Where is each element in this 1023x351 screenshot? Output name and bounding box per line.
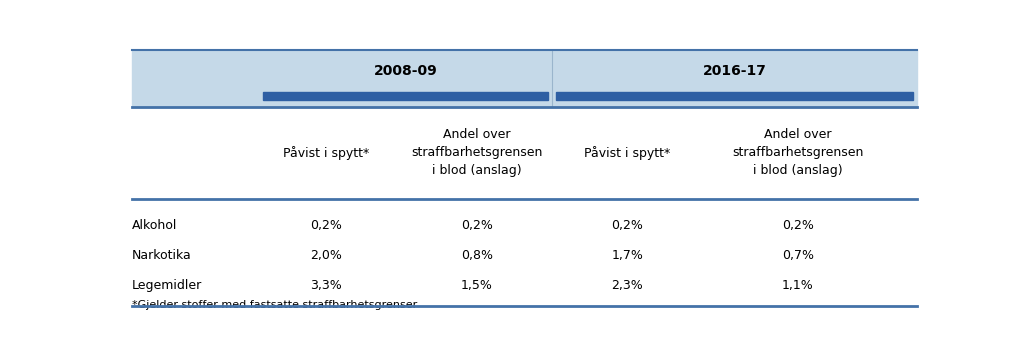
Text: Narkotika: Narkotika [132, 249, 191, 262]
Text: Andel over
straffbarhetsgrensen
i blod (anslag): Andel over straffbarhetsgrensen i blod (… [411, 128, 542, 178]
Text: 0,7%: 0,7% [782, 249, 814, 262]
Text: 2,0%: 2,0% [310, 249, 342, 262]
Text: Andel over
straffbarhetsgrensen
i blod (anslag): Andel over straffbarhetsgrensen i blod (… [732, 128, 863, 178]
Text: 3,3%: 3,3% [310, 279, 342, 292]
Text: 0,2%: 0,2% [460, 219, 493, 232]
Text: 0,2%: 0,2% [310, 219, 342, 232]
Text: *Gjelder stoffer med fastsatte straffbarhetsgrenser: *Gjelder stoffer med fastsatte straffbar… [132, 300, 417, 310]
Text: 1,7%: 1,7% [612, 249, 643, 262]
Text: 2,3%: 2,3% [612, 279, 643, 292]
Bar [557, 92, 913, 100]
Text: Alkohol: Alkohol [132, 219, 177, 232]
Text: Legemidler: Legemidler [132, 279, 203, 292]
Text: 0,2%: 0,2% [782, 219, 813, 232]
Bar [132, 50, 917, 107]
Text: Påvist i spytt*: Påvist i spytt* [283, 146, 369, 160]
Text: Påvist i spytt*: Påvist i spytt* [584, 146, 670, 160]
Text: 0,8%: 0,8% [460, 249, 493, 262]
Text: 2016-17: 2016-17 [703, 64, 766, 78]
Text: 0,2%: 0,2% [612, 219, 643, 232]
Text: 1,5%: 1,5% [460, 279, 493, 292]
Text: 2008-09: 2008-09 [373, 64, 437, 78]
Bar [263, 92, 548, 100]
Text: 1,1%: 1,1% [782, 279, 813, 292]
